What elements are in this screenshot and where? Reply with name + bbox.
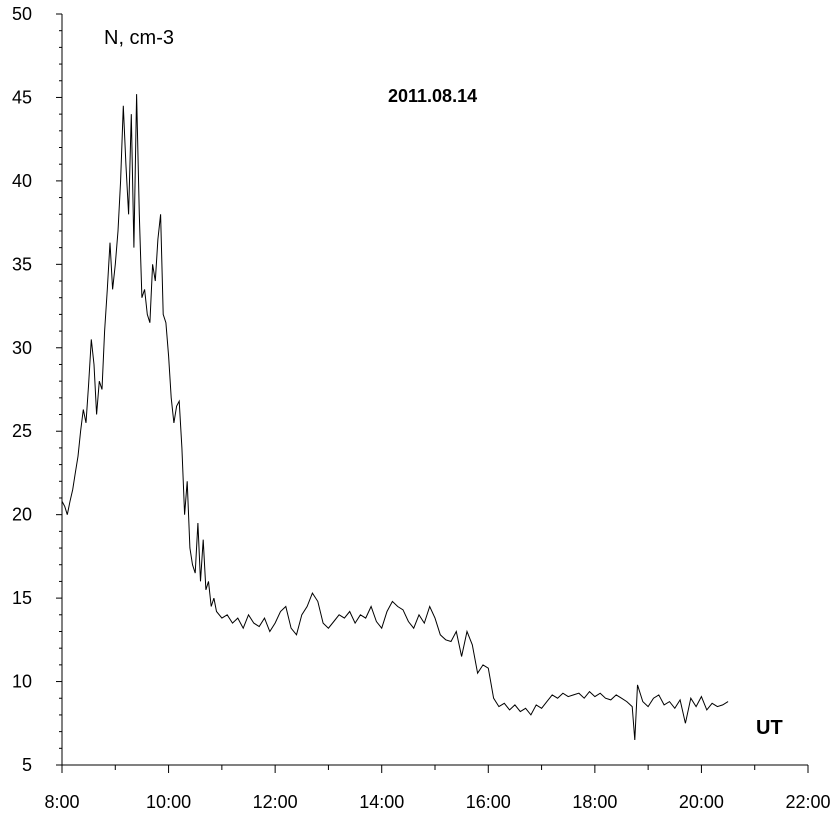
y-tick-label: 20 [12,505,32,525]
y-tick-label: 25 [12,421,32,441]
y-tick-label: 35 [12,254,32,274]
x-ticks: 8:00 10:00 12:00 14:00 16:00 18:00 20:00 22:00 [44,765,831,812]
y-tick-label: 5 [22,755,32,775]
series-line [61,94,729,741]
x-tick-label: 22:00 [785,792,830,812]
x-tick-label: 20:00 [679,792,724,812]
x-axis-label: UT [756,717,783,739]
y-tick-label: 15 [12,588,32,608]
x-tick-label: 18:00 [572,792,617,812]
x-tick-label: 10:00 [146,792,191,812]
y-tick-label: 40 [12,171,32,191]
x-tick-label: 14:00 [359,792,404,812]
chart-title: 2011.08.14 [388,86,477,106]
axes [61,14,808,766]
x-tick-label: 8:00 [44,792,79,812]
x-tick-label: 16:00 [466,792,511,812]
y-tick-label: 45 [12,87,32,107]
y-axis-label: N, cm-3 [104,27,174,49]
x-tick-label: 12:00 [253,792,298,812]
y-ticks: 5 10 15 20 25 30 35 40 45 50 [12,4,62,775]
y-tick-label: 10 [12,672,32,692]
y-tick-label: 50 [12,4,32,24]
y-tick-label: 30 [12,338,32,358]
